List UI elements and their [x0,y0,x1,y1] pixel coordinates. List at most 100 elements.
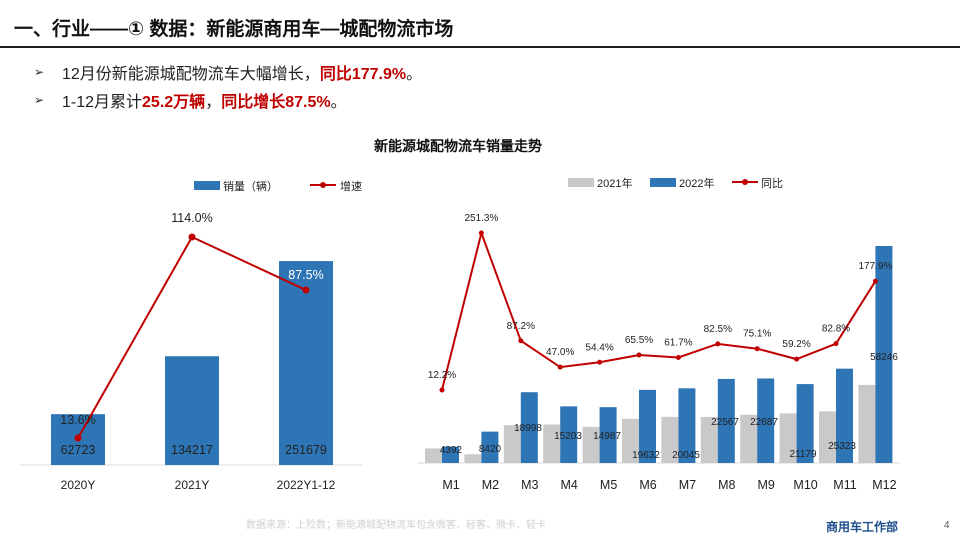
right-x-tick-label: M10 [793,478,817,492]
right-yoy-label: 82.8% [822,324,850,335]
right-yoy-point [518,338,524,344]
right-bar-value-label: 14987 [593,431,621,442]
legend-swatch-sales [194,181,220,190]
left-growth-label: 114.0% [171,211,212,225]
right-x-tick-label: M5 [600,478,617,492]
right-bar-2021 [503,425,521,463]
right-bar-2022 [757,378,775,463]
legend-label-sales: 销量（辆） [223,179,278,193]
arrow-bullet-icon: ➢ [34,65,45,79]
right-bar-2022 [481,431,499,463]
right-bar-2021 [819,411,836,463]
right-yoy-label: 61.7% [664,337,692,348]
right-yoy-line [441,229,877,391]
right-bar-2022 [717,378,735,463]
left-growth-label: 13.6% [60,413,95,427]
right-x-tick-label: M3 [521,478,538,492]
right-bar-value-label: 21179 [789,449,817,460]
left-bar-value-label: 62723 [61,443,96,457]
page-number: 4 [944,520,950,531]
right-yoy-label: 87.2% [507,321,535,332]
legend-label-yoy: 同比 [761,177,783,190]
arrow-bullet-icon: ➢ [34,93,45,107]
bullet-text: 12月份新能源城配物流车大幅增长， [62,66,320,83]
left-bar [165,356,219,465]
bullet-suffix: 。 [330,94,347,111]
right-bar-value-label: 4392 [440,445,463,456]
right-bar-2021 [858,384,876,463]
bullet-highlight: 同比177.9% [319,66,407,83]
right-bar-value-label: 22567 [711,417,739,428]
right-bar-2022 [442,446,459,463]
right-yoy-label: 177.9% [858,261,892,272]
right-yoy-point [715,341,721,347]
legend-swatch-2021 [568,178,594,187]
legend-swatch-2022 [650,178,676,187]
right-bar-2022 [836,368,853,463]
right-yoy-label: 59.2% [782,339,810,350]
legend-label-growth: 增速 [340,179,362,193]
legend-marker-yoy [742,179,748,185]
right-x-tick-label: M1 [442,478,459,492]
right-yoy-point [675,354,681,360]
right-bar-2021 [582,426,600,463]
left-x-tick-label: 2021Y [175,478,210,492]
right-bar-2022 [678,388,696,463]
legend-marker-growth [320,182,326,188]
left-bar-value-label: 134217 [171,443,213,457]
right-yoy-point [597,359,603,365]
department-label: 商用车工作部 [826,520,899,534]
right-yoy-label: 54.4% [585,342,613,353]
right-bar-value-label: 15203 [554,431,582,442]
right-x-tick-label: M9 [758,478,775,492]
bullet-highlight-2: 同比增长87.5% [221,94,331,111]
right-x-tick-label: M11 [833,478,856,492]
data-source-note: 数据来源：上险数；新能源城配物流车包含微客、轻客、微卡、轻卡 [246,520,546,531]
bullet-december: ➢ 12月份新能源城配物流车大幅增长， 同比177.9%。 [34,58,422,86]
right-bar-value-label: 25323 [828,441,856,452]
left-bar-value-label: 251679 [285,443,327,457]
right-yoy-point [439,387,445,393]
right-yoy-point [872,278,878,284]
right-bar-value-label: 19632 [632,450,660,461]
right-x-tick-label: M4 [561,478,578,492]
right-x-tick-label: M6 [639,478,656,492]
left-x-tick-label: 2020Y [61,478,96,492]
left-x-tick-label: 2022Y1-12 [277,478,336,492]
left-growth-point [74,434,82,442]
right-bar-2021 [740,414,758,463]
right-yoy-point [833,341,839,347]
right-yoy-label: 251.3% [464,213,498,224]
bullet-suffix: 。 [406,66,423,83]
right-yoy-point [636,352,642,358]
right-bar-2021 [425,448,442,463]
right-bar-2021 [622,418,639,463]
right-yoy-label: 47.0% [546,347,574,358]
right-yoy-label: 12.2% [428,370,456,381]
right-x-tick-label: M8 [718,478,735,492]
right-bar-value-label: 20045 [672,450,700,461]
bullet-text: 1-12月累计 [62,94,143,111]
right-bar-2021 [700,416,718,463]
right-bar-2021 [779,413,797,463]
right-bar-2021 [543,424,561,463]
legend-label-2021: 2021年 [597,176,632,190]
bullet-middle: ， [205,94,222,111]
left-growth-point [188,233,196,241]
right-bar-2022 [520,392,538,463]
right-yoy-label: 65.5% [625,335,653,346]
right-bar-2022 [560,406,578,463]
right-bar-value-label: 18998 [514,423,542,434]
left-bar [279,261,333,465]
right-bar-2022 [599,407,617,463]
legend-label-2022: 2022年 [679,176,714,190]
right-yoy-label: 75.1% [743,329,771,340]
bullet-highlight: 25.2万辆 [142,94,206,111]
right-bar-2022 [875,246,893,463]
right-bar-2022 [796,384,814,463]
right-yoy-point [478,230,484,236]
right-yoy-label: 82.5% [704,324,732,335]
right-bar-value-label: 8420 [479,444,502,455]
right-x-tick-label: M7 [679,478,696,492]
bullet-cumulative: ➢ 1-12月累计 25.2万辆，同比增长87.5%。 [34,86,422,114]
